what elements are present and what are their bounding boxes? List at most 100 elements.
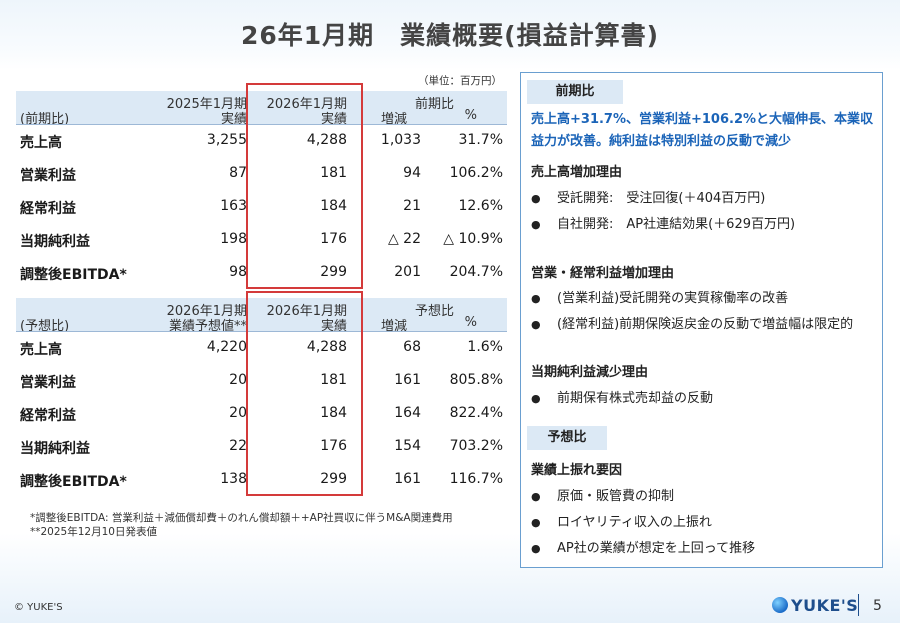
group-header: 予想比: [414, 304, 454, 319]
table-row: 当期純利益 198 176 △ 22 △ 10.9%: [16, 223, 507, 256]
net-reason-heading: 当期純利益減少理由: [531, 365, 649, 380]
table-row: 経常利益 163 184 21 12.6%: [16, 190, 507, 223]
col3-header: 増減: [380, 112, 407, 127]
cell-prev: 198: [220, 231, 247, 247]
commentary-panel: 前期比 売上高+31.7%、営業利益+106.2%と大幅伸長、本業収益力が改善。…: [520, 72, 883, 568]
col4-header: %: [464, 315, 477, 330]
list-item: 前期保有株式売却益の反動: [531, 387, 713, 406]
list-item: 自社開発: AP社連結効果(＋629百万円): [531, 213, 795, 232]
list-item: 受託開発: 受注回復(＋404百万円): [531, 187, 765, 206]
list-item: 原価・販管費の抑制: [531, 485, 674, 504]
cell-actual: 184: [320, 198, 347, 214]
actual-column-highlight: [246, 291, 363, 496]
cell-diff: 201: [394, 264, 421, 280]
cell-diff: 164: [394, 405, 421, 421]
row-label-header: (予想比): [20, 319, 70, 334]
table-row: 経常利益 20 184 164 822.4%: [16, 397, 507, 430]
cell-actual: 176: [320, 438, 347, 454]
cell-actual: 299: [320, 264, 347, 280]
cell-pct: 822.4%: [449, 405, 503, 421]
cell-prev: 163: [220, 198, 247, 214]
cell-diff: 94: [403, 165, 421, 181]
cell-actual: 176: [320, 231, 347, 247]
upside-reason-heading: 業績上振れ要因: [531, 463, 623, 478]
copyright: © YUKE'S: [14, 602, 63, 613]
yoy-table: (前期比) 2025年1月期 実績 2026年1月期 実績 前期比 増減 % 売…: [16, 91, 507, 289]
table-row: 営業利益 20 181 161 805.8%: [16, 364, 507, 397]
cell-actual: 299: [320, 471, 347, 487]
page-number: 5: [873, 598, 882, 614]
footnotes: *調整後EBITDA: 営業利益＋減価償却費＋のれん償却額＋+AP社買収に伴うM…: [30, 511, 453, 539]
cell-diff: 154: [394, 438, 421, 454]
cell-forecast: 20: [229, 405, 247, 421]
tag-forecast: 予想比: [527, 426, 607, 450]
cell-prev: 98: [229, 264, 247, 280]
header-background: [0, 0, 900, 70]
cell-actual: 181: [320, 372, 347, 388]
table-header: (前期比) 2025年1月期 実績 2026年1月期 実績 前期比 増減 %: [16, 91, 507, 127]
actual-column-highlight: [246, 83, 363, 289]
row-label: 営業利益: [20, 168, 76, 184]
cell-pct: 1.6%: [467, 339, 503, 355]
table-row: 当期純利益 22 176 154 703.2%: [16, 430, 507, 463]
footnote-forecast: **2025年12月10日発表値: [30, 526, 157, 538]
profit-reason-heading: 営業・経常利益増加理由: [531, 266, 675, 281]
row-label: 調整後EBITDA*: [20, 474, 127, 490]
cell-pct: 805.8%: [449, 372, 503, 388]
cell-pct: 703.2%: [449, 438, 503, 454]
cell-actual: 181: [320, 165, 347, 181]
row-label: 経常利益: [20, 201, 76, 217]
cell-actual: 4,288: [306, 339, 347, 355]
col1-header-line1: 2025年1月期: [166, 97, 247, 112]
row-label: 営業利益: [20, 375, 76, 391]
col1-header-line2: 業績予想値**: [168, 319, 247, 334]
sales-reason-heading: 売上高増加理由: [531, 165, 623, 180]
table-header: (予想比) 2026年1月期 業績予想値** 2026年1月期 実績 予想比 増…: [16, 298, 507, 334]
cell-forecast: 20: [229, 372, 247, 388]
row-label: 当期純利益: [20, 234, 90, 250]
logo-text: YUKE'S: [791, 596, 859, 615]
list-item: ロイヤリティ収入の上振れ: [531, 511, 712, 530]
col1-header-line2: 実績: [220, 112, 247, 127]
cell-diff: 21: [403, 198, 421, 214]
list-item: (経常利益)前期保険返戻金の反動で増益幅は限定的: [531, 313, 853, 332]
cell-prev: 3,255: [206, 132, 247, 148]
row-label: 調整後EBITDA*: [20, 267, 127, 283]
col2-header-line1: 2026年1月期: [266, 304, 347, 319]
cell-diff: △ 22: [387, 231, 421, 247]
header-divider: [16, 124, 507, 125]
cell-actual: 184: [320, 405, 347, 421]
group-header: 前期比: [414, 97, 454, 112]
col2-header-line2: 実績: [320, 319, 347, 334]
cell-forecast: 4,220: [206, 339, 247, 355]
unit-note: （単位：百万円）: [418, 75, 502, 87]
cell-pct: 106.2%: [449, 165, 503, 181]
header-divider: [16, 331, 507, 332]
row-label: 売上高: [20, 135, 62, 151]
cell-actual: 4,288: [306, 132, 347, 148]
table-row: 営業利益 87 181 94 106.2%: [16, 157, 507, 190]
cell-pct: 31.7%: [458, 132, 503, 148]
cell-diff: 68: [403, 339, 421, 355]
col2-header-line2: 実績: [320, 112, 347, 127]
row-label-header: (前期比): [20, 112, 70, 127]
footer-divider: [858, 594, 859, 616]
tag-yoy: 前期比: [527, 80, 623, 104]
col1-header-line1: 2026年1月期: [166, 304, 247, 319]
summary-highlight: 売上高+31.7%、営業利益+106.2%と大幅伸長、本業収益力が改善。純利益は…: [531, 112, 874, 149]
cell-diff: 1,033: [380, 132, 421, 148]
forecast-table: (予想比) 2026年1月期 業績予想値** 2026年1月期 実績 予想比 増…: [16, 298, 507, 496]
col3-header: 増減: [380, 319, 407, 334]
cell-pct: 12.6%: [458, 198, 503, 214]
footnote-ebitda: *調整後EBITDA: 営業利益＋減価償却費＋のれん償却額＋+AP社買収に伴うM…: [30, 512, 453, 524]
cell-diff: 161: [394, 471, 421, 487]
cell-forecast: 22: [229, 438, 247, 454]
list-item: (営業利益)受託開発の実質稼働率の改善: [531, 287, 788, 306]
col4-header: %: [464, 108, 477, 123]
page-title: 26年1月期 業績概要(損益計算書): [240, 21, 660, 50]
row-label: 売上高: [20, 342, 62, 358]
col2-header-line1: 2026年1月期: [266, 97, 347, 112]
company-logo: YUKE'S: [772, 596, 858, 615]
cell-prev: 87: [229, 165, 247, 181]
table-row: 調整後EBITDA* 98 299 201 204.7%: [16, 256, 507, 289]
